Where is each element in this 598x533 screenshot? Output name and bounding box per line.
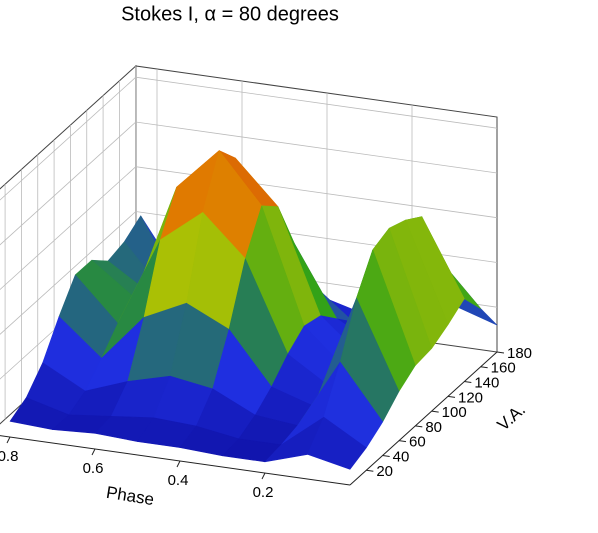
y-tick-label: 120: [458, 389, 483, 406]
y-tick-label: 20: [376, 463, 393, 480]
y-tick: [464, 381, 472, 384]
x-tick: [91, 448, 96, 456]
y-tick-label: 60: [409, 434, 426, 451]
y-tick: [447, 395, 456, 398]
x-axis: [0, 435, 351, 486]
grid-line: [0, 166, 498, 291]
y-tick: [415, 425, 423, 428]
y-tick: [382, 454, 390, 457]
y-tick-label: 140: [474, 375, 499, 392]
y-tick-label: 100: [442, 404, 467, 421]
chart-title: Stokes I, α = 80 degrees: [121, 3, 339, 25]
x-tick-label: 0.4: [168, 472, 189, 489]
x-tick: [176, 460, 181, 468]
y-tick-label: 80: [425, 419, 442, 436]
x-tick: [261, 472, 266, 480]
x-tick: [6, 436, 11, 444]
y-tick-label: 160: [491, 360, 516, 377]
y-tick: [480, 366, 488, 369]
y-tick: [398, 440, 407, 443]
x-tick-label: 0.2: [253, 484, 274, 501]
y-tick: [366, 469, 374, 472]
surface-cell: [307, 416, 367, 470]
y-tick: [496, 351, 505, 354]
y-axis: [349, 351, 498, 486]
x-axis-label: Phase: [105, 483, 156, 509]
y-tick-label: 180: [507, 345, 532, 362]
surface: [9, 150, 498, 470]
y-axis-label: V.A.: [494, 400, 529, 435]
grid-line: [0, 121, 498, 246]
y-tick: [431, 410, 439, 413]
x-tick-label: 0.8: [0, 448, 18, 465]
x-tick-label: 0.6: [83, 460, 104, 477]
grid-line: [0, 76, 498, 201]
y-tick-label: 40: [393, 448, 410, 465]
